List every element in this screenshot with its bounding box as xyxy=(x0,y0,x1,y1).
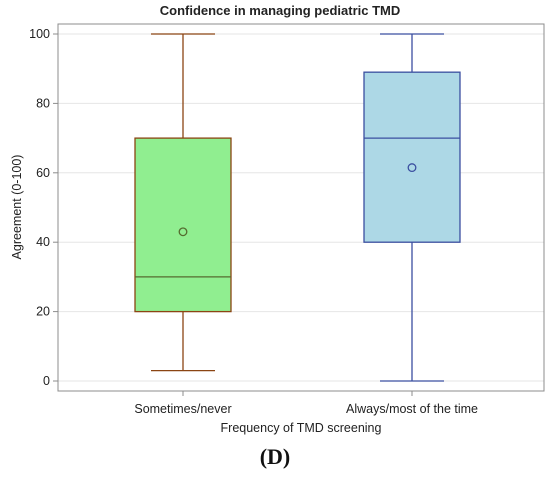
x-tick-label: Sometimes/never xyxy=(134,402,231,416)
x-tick-label: Always/most of the time xyxy=(346,402,478,416)
x-axis-ticks: Sometimes/never Always/most of the time xyxy=(134,391,478,416)
mean-marker xyxy=(407,163,417,173)
box-group xyxy=(363,33,461,382)
y-tick-label: 0 xyxy=(43,374,50,388)
y-axis-ticks: 0 20 40 60 80 100 xyxy=(29,27,58,388)
panel-label: (D) xyxy=(259,444,291,469)
iqr-box xyxy=(363,71,461,243)
plot-frame xyxy=(57,23,545,392)
y-tick-label: 20 xyxy=(36,305,50,319)
box-series xyxy=(134,33,461,382)
y-tick-label: 40 xyxy=(36,235,50,249)
chart-title: Confidence in managing pediatric TMD xyxy=(160,3,401,18)
y-tick-label: 100 xyxy=(29,27,50,41)
mean-marker xyxy=(178,227,188,237)
y-axis-label: Agreement (0-100) xyxy=(10,155,24,260)
box-group xyxy=(134,33,232,372)
y-tick-label: 80 xyxy=(36,96,50,110)
y-tick-label: 60 xyxy=(36,166,50,180)
x-axis-label: Frequency of TMD screening xyxy=(221,421,382,435)
gridlines xyxy=(58,33,544,382)
iqr-box xyxy=(134,137,232,313)
